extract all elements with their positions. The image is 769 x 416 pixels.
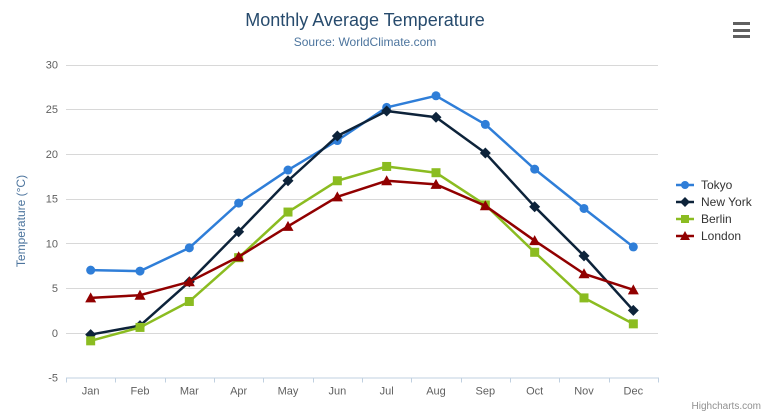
data-point-circle: [283, 165, 293, 175]
y-axis-tick-label: 30: [46, 60, 58, 72]
export-menu-button[interactable]: [731, 20, 755, 40]
data-point-diamond: [331, 130, 343, 142]
x-axis-tick-label: Jan: [82, 386, 100, 398]
data-point-circle: [628, 242, 638, 252]
data-point-square: [579, 293, 589, 303]
data-point-circle: [234, 198, 244, 208]
legend-label: Berlin: [701, 211, 732, 226]
y-axis-tick-label: -5: [48, 373, 58, 385]
y-axis-tick-label: 10: [46, 238, 58, 250]
series-line: [89, 179, 635, 300]
data-point-square: [628, 319, 638, 329]
hamburger-icon: [733, 28, 750, 32]
legend-item-new-york[interactable]: New York: [676, 193, 752, 210]
data-point-triangle: [85, 292, 97, 303]
x-axis-tick-label: Mar: [180, 386, 199, 398]
legend-symbol-triangle-icon: [676, 230, 694, 240]
hamburger-icon: [733, 35, 750, 38]
data-point-diamond: [233, 226, 245, 238]
series-new-york: [85, 105, 639, 341]
legend-label: Tokyo: [701, 177, 733, 192]
data-point-diamond: [578, 250, 590, 262]
data-point-circle: [579, 203, 589, 213]
legend-item-tokyo[interactable]: Tokyo: [676, 176, 752, 193]
legend-symbol-square-icon: [676, 214, 694, 223]
x-axis-tick-label: Jul: [380, 386, 394, 398]
data-point-diamond: [430, 111, 442, 123]
data-point-circle: [530, 164, 540, 174]
data-point-square: [283, 207, 293, 217]
data-point-square: [135, 322, 145, 332]
x-axis-tick-label: Feb: [131, 386, 150, 398]
series-tokyo: [86, 91, 638, 276]
chart-subtitle: Source: WorldClimate.com: [293, 35, 437, 49]
y-axis-tick-label: 25: [46, 104, 58, 116]
x-axis-tick-label: Dec: [624, 386, 644, 398]
x-axis-tick-label: Nov: [574, 386, 594, 398]
data-point-square: [184, 296, 194, 306]
legend-symbol-circle-icon: [676, 180, 694, 189]
data-point-square: [530, 247, 540, 257]
data-point-diamond: [479, 147, 491, 159]
y-axis-tick-label: 15: [46, 194, 58, 206]
data-point-diamond: [282, 175, 294, 187]
legend-item-london[interactable]: London: [676, 227, 752, 244]
data-point-triangle: [627, 284, 639, 295]
data-point-triangle: [680, 230, 690, 240]
data-point-circle: [86, 265, 96, 275]
series-line: [89, 94, 635, 273]
data-point-triangle: [134, 289, 146, 300]
data-point-triangle: [479, 200, 491, 211]
data-point-square: [681, 214, 689, 223]
data-point-triangle: [430, 178, 442, 189]
data-point-circle: [184, 243, 194, 253]
data-point-square: [86, 336, 96, 346]
data-point-circle: [480, 119, 490, 129]
y-axis-title: Temperature (°C): [14, 175, 28, 267]
data-point-triangle: [282, 220, 294, 231]
legend-label: London: [701, 228, 742, 243]
y-axis-tick-label: 20: [46, 149, 58, 161]
data-point-circle: [135, 266, 145, 276]
y-axis-tick-label: 5: [52, 283, 58, 295]
x-axis-tick-label: May: [278, 386, 299, 398]
chart-title: Monthly Average Temperature: [245, 10, 485, 30]
data-point-square: [431, 168, 441, 178]
data-point-triangle: [578, 268, 590, 279]
hamburger-icon: [733, 22, 750, 25]
data-point-square: [332, 176, 342, 186]
data-point-triangle: [529, 235, 541, 246]
data-point-diamond: [529, 201, 541, 213]
legend-label: New York: [701, 194, 752, 209]
data-point-triangle: [381, 175, 393, 186]
x-axis-tick-label: Sep: [476, 386, 496, 398]
y-axis-tick-label: 0: [52, 328, 58, 340]
data-point-circle: [431, 91, 441, 101]
data-point-triangle: [183, 276, 195, 287]
series-line: [89, 165, 635, 343]
data-point-triangle: [331, 191, 343, 202]
legend: Tokyo New York Berlin London: [676, 176, 752, 244]
data-point-diamond: [680, 196, 690, 207]
x-axis-tick-label: Aug: [426, 386, 446, 398]
data-point-circle: [681, 180, 689, 189]
x-axis-tick-label: Apr: [230, 386, 247, 398]
legend-item-berlin[interactable]: Berlin: [676, 210, 752, 227]
series-line: [89, 109, 635, 336]
data-point-diamond: [381, 105, 393, 117]
data-point-triangle: [233, 251, 245, 262]
highcharts-credit[interactable]: Highcharts.com: [691, 401, 761, 412]
data-point-square: [382, 161, 392, 171]
data-point-diamond: [627, 304, 639, 316]
x-axis-tick-label: Oct: [526, 386, 543, 398]
x-axis-tick-label: Jun: [328, 386, 346, 398]
legend-symbol-diamond-icon: [676, 196, 694, 207]
series-london: [85, 175, 639, 303]
